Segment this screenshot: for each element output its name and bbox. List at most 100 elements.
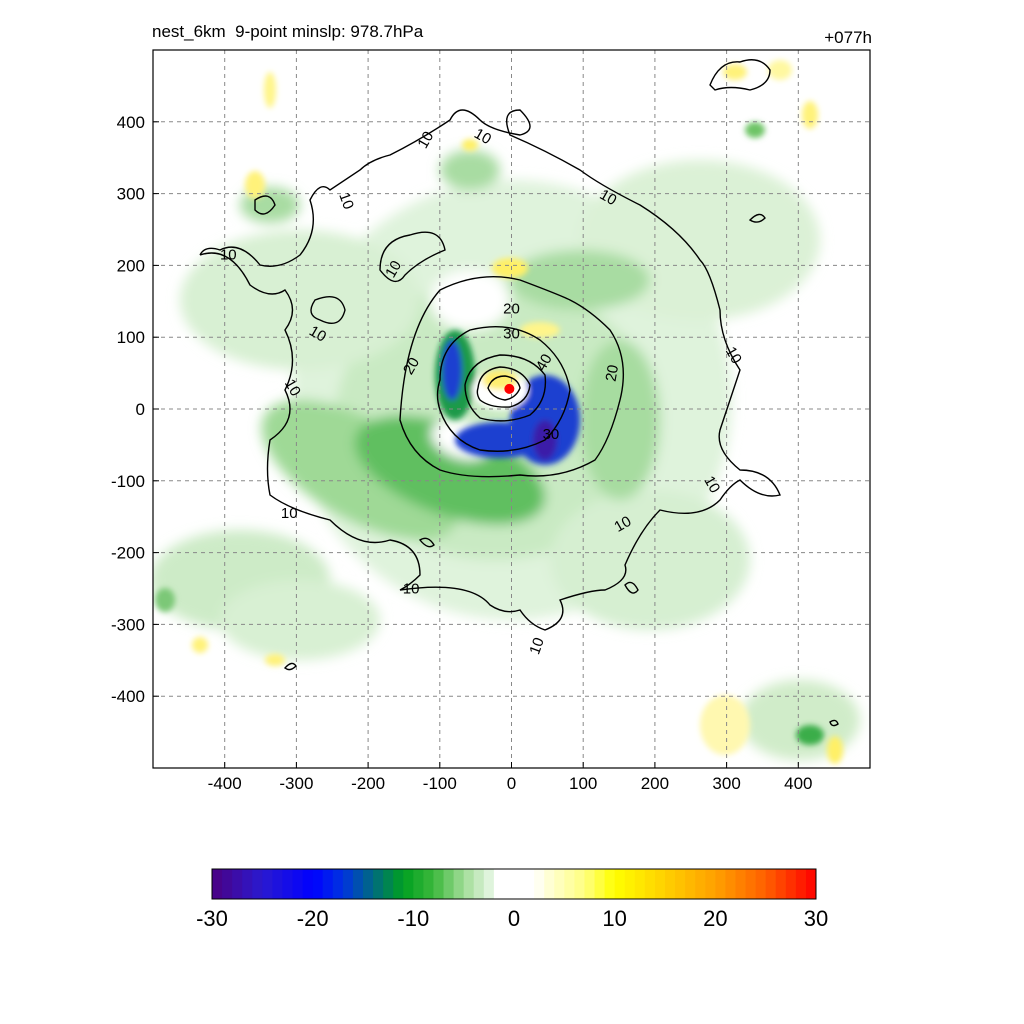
colorbar-cell [443,869,455,899]
colorbar-cell [393,869,404,899]
colorbar-cell [644,869,656,899]
colorbar-cell [483,869,495,899]
colorbar-cell [282,869,294,899]
colorbar-cell [654,869,666,899]
contour-label: 10 [526,635,548,656]
contour-label: 10 [382,258,405,281]
colorbar-cell [775,869,787,899]
contour-10-loop-nw [310,296,346,324]
contour-label: 10 [220,247,237,264]
contour-labels: 10 10 10 10 10 10 10 10 10 10 10 10 10 10 20 20 30 20 40 30 [220,125,745,657]
colorbar-cell [222,869,233,899]
contour-label: 20 [400,355,423,378]
x-tick-label: -100 [423,774,457,793]
colorbar-cell [805,869,817,899]
contour-label-text: 10 [281,376,304,399]
x-tick-label: 200 [641,774,669,793]
colorbar-tick-label: 20 [703,906,727,931]
y-tick-label: -100 [111,472,145,491]
colorbar-cell [433,869,445,899]
colorbar-cell [544,869,555,899]
x-tick-label: -300 [279,774,313,793]
colorbar-cell [302,869,314,899]
colorbar-cell [493,869,505,899]
contour-label-text: 10 [700,473,723,496]
x-tick-label: 400 [784,774,812,793]
colorbar-cell [675,869,686,899]
y-tick-label: 300 [117,185,145,204]
contour-ne-loop [709,59,771,91]
contour-se-small [829,719,839,727]
contour-label-text: 10 [722,344,745,367]
y-tick-label: 400 [117,113,145,132]
colorbar-cell [212,869,223,899]
colorbar-tick-label: 10 [602,906,626,931]
contour-10-outer [199,109,781,631]
colorbar-cell [403,869,414,899]
contour-label: 30 [503,326,520,343]
colorbar-cell [594,869,606,899]
colorbar-cell [574,869,585,899]
y-tick-label: -400 [111,687,145,706]
colorbar-tick-label: 0 [508,906,520,931]
colorbar-cell [423,869,434,899]
colorbar-cell [534,869,545,899]
colorbar-cell [473,869,485,899]
colorbar-cell [383,869,394,899]
colorbar-cell [373,869,384,899]
colorbar-cell [312,869,324,899]
colorbar-cell [352,869,364,899]
colorbar-cell [262,869,273,899]
contour-sw-small [283,662,297,671]
plot-title-right: +077h [824,28,872,47]
contour-label-text: 10 [306,323,329,346]
colorbar-cell [524,869,535,899]
colorbar-cell [514,869,525,899]
colorbar-cell [453,869,465,899]
contour-label: 10 [306,323,329,346]
contour-label: 20 [603,363,623,382]
colorbar-cell [634,869,646,899]
colorbar-tick-label: -10 [397,906,429,931]
contour-label-text: 10 [382,258,405,281]
contour-label-text: 20 [503,300,520,317]
y-axis: -400 -300 -200 -100 0 100 200 300 400 [111,113,159,706]
contour-inner-2 [487,375,521,401]
contour-label-text: 10 [220,247,237,264]
colorbar-cell [252,869,263,899]
contour-label: 10 [722,344,745,367]
colorbar-cell [614,869,626,899]
plot-title-left: nest_6km 9-point minslp: 978.7hPa [152,22,424,41]
colorbar-cell [363,869,374,899]
y-tick-label: 200 [117,256,145,275]
contour-label: 10 [403,581,420,598]
colorbar-cell [232,869,243,899]
x-tick-label: 100 [569,774,597,793]
contour-30 [436,325,571,452]
contour-label-text: 10 [335,190,357,211]
colorbar-cell [705,869,716,899]
colorbar-cell [242,869,253,899]
colorbar-cell [272,869,283,899]
x-tick-label: 300 [712,774,740,793]
colorbar-cell [292,869,304,899]
contour-e-small [748,213,766,223]
colorbar-cell [795,869,807,899]
contour-label: 20 [503,300,520,317]
contour-label-text: 20 [400,355,423,378]
colorbar-cell [413,869,424,899]
x-axis: -400 -300 -200 -100 0 100 200 300 400 [208,762,812,793]
colorbar-cell [765,869,777,899]
colorbar-cell [463,869,475,899]
storm-center-marker [504,383,515,394]
colorbar-cell [322,869,334,899]
contour-label-text: 10 [281,505,298,522]
contour-label: 10 [281,376,304,399]
contour-10-inner-nw [379,231,446,283]
colorbar: -30 -20 -10 0 10 20 30 [196,868,828,931]
colorbar-tick-label: 30 [804,906,828,931]
colorbar-cell [503,869,515,899]
y-tick-label: -300 [111,615,145,634]
colorbar-tick-label: -30 [196,906,228,931]
colorbar-cell [604,869,616,899]
